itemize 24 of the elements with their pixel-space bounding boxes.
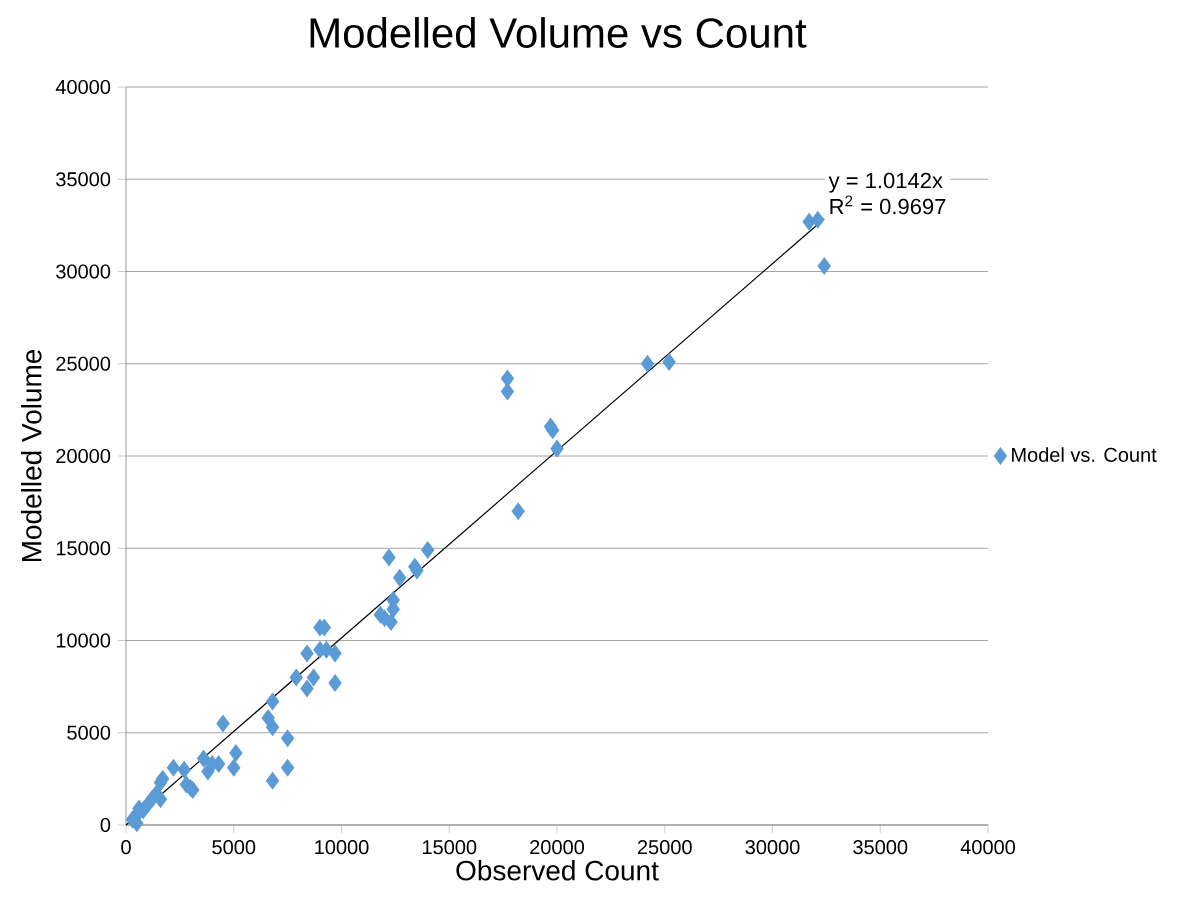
y-axis-title: Modelled Volume (21, 349, 42, 562)
y-tick-label: 25000 (56, 356, 111, 371)
chart-title: Modelled Volume vs Count (310, 17, 807, 48)
annotation: R$^{2}$ = 0.9697 (830, 195, 946, 215)
y-tick-label: 30000 (56, 264, 111, 279)
legend-label: Model vs. Count (1012, 447, 1157, 462)
y-tick-label: 40000 (55, 79, 111, 95)
y-tick-label: 35000 (56, 172, 111, 187)
x-tick-label: 10000 (315, 840, 369, 855)
y-tick-label: 0 (100, 817, 111, 833)
x-tick-label: 40000 (960, 840, 1016, 855)
annotation: y = 1.0142x (828, 172, 943, 193)
x-tick-label: 0 (121, 840, 131, 855)
y-tick-label: 10000 (56, 633, 111, 648)
x-tick-label: 35000 (853, 840, 908, 855)
x-tick-label: 30000 (745, 840, 800, 855)
x-tick-label: 20000 (530, 840, 585, 855)
x-axis-title: Observed Count (456, 859, 659, 881)
y-tick-label: 5000 (67, 725, 111, 740)
x-tick-label: 25000 (637, 840, 692, 855)
x-tick-label: 5000 (212, 840, 256, 855)
y-tick-label: 15000 (56, 541, 111, 556)
y-tick-label: 20000 (56, 448, 111, 464)
x-tick-label: 15000 (422, 840, 477, 855)
